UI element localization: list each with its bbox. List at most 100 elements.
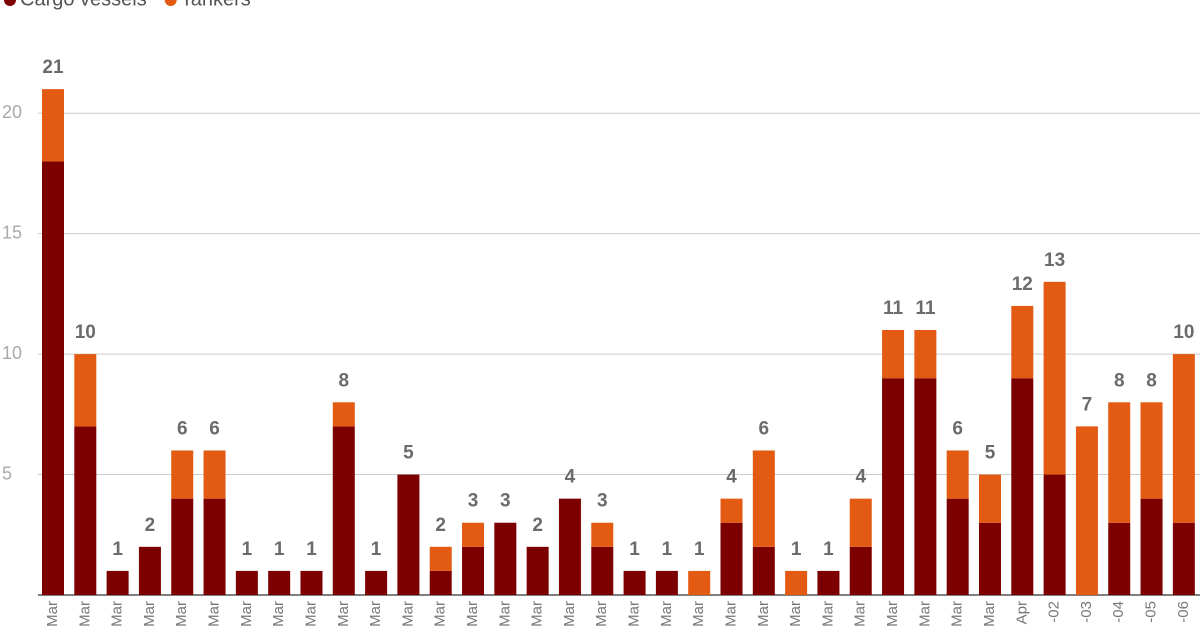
bar-segment	[591, 522, 614, 547]
value-label: 1	[306, 539, 317, 560]
value-label: 12	[1012, 274, 1033, 295]
bar-segment	[978, 522, 1001, 595]
value-label: 4	[855, 467, 866, 488]
x-tick-label: Mar	[238, 601, 255, 627]
bar-segment	[429, 570, 452, 595]
bar-segment	[526, 546, 549, 595]
legend-swatch	[164, 0, 177, 6]
x-tick-label: Mar	[949, 601, 966, 627]
x-tick-label: Mar	[496, 601, 513, 627]
x-tick-label: -03	[1078, 601, 1095, 623]
bar-segment	[1011, 378, 1034, 595]
value-label: 4	[565, 467, 576, 488]
x-tick-label: Mar	[787, 601, 804, 627]
bar-segment	[429, 546, 452, 571]
bar-segment	[74, 354, 97, 427]
value-label: 10	[75, 322, 96, 343]
bar-segment	[752, 450, 775, 547]
value-label: 3	[500, 491, 511, 512]
value-label: 1	[371, 539, 382, 560]
value-label: 6	[177, 418, 188, 439]
bar-segment	[203, 498, 226, 595]
bar-segment	[720, 498, 743, 523]
bar-segment	[914, 330, 937, 379]
bar-segment	[235, 570, 258, 595]
bar-segment	[882, 378, 905, 595]
x-tick-label: Mar	[76, 601, 93, 627]
bar-segment	[817, 570, 840, 595]
bar-segment	[365, 570, 388, 595]
y-tick-label: 15	[2, 222, 22, 242]
bar-segment	[849, 546, 872, 595]
y-tick-label: 5	[2, 463, 12, 483]
value-label: 1	[662, 539, 673, 560]
x-tick-label: Apr	[1013, 601, 1030, 624]
x-tick-label: Mar	[981, 601, 998, 627]
bar-segment	[623, 570, 646, 595]
value-label: 21	[42, 57, 64, 78]
bar-segment	[42, 89, 64, 162]
x-tick-label: Mar	[593, 601, 610, 627]
x-tick-label: Mar	[722, 601, 739, 627]
bar-segment	[397, 474, 420, 595]
bar-segment	[268, 570, 291, 595]
bar-segment	[1140, 402, 1163, 499]
bar-segment	[1108, 522, 1131, 595]
value-label: 13	[1044, 250, 1065, 271]
value-label: 6	[759, 418, 770, 439]
legend-label: Tankers	[181, 0, 251, 10]
value-label: 2	[532, 515, 543, 536]
bar-segment	[1172, 354, 1195, 523]
x-tick-label: Mar	[755, 601, 772, 627]
bar-segment	[978, 474, 1001, 523]
x-tick-label: -06	[1175, 601, 1192, 623]
bar-segment	[138, 546, 161, 595]
bar-segment	[688, 570, 711, 595]
value-label: 1	[694, 539, 705, 560]
bar-segment	[785, 570, 808, 595]
bar-segment	[300, 570, 323, 595]
bar-segment	[752, 546, 775, 595]
bar-segment	[171, 450, 194, 499]
bar-segment	[203, 450, 226, 499]
x-tick-label: Mar	[819, 601, 836, 627]
value-label: 3	[597, 491, 608, 512]
value-label: 8	[1114, 370, 1125, 391]
x-tick-label: Mar	[884, 601, 901, 627]
legend-label: Cargo vessels	[20, 0, 147, 10]
x-tick-label: -02	[1046, 601, 1063, 623]
x-tick-label: Mar	[302, 601, 319, 627]
bar-segment	[1075, 426, 1098, 595]
value-label: 11	[883, 298, 904, 319]
x-tick-label: Mar	[206, 601, 223, 627]
bar-segment	[1043, 474, 1066, 595]
value-label: 10	[1173, 322, 1194, 343]
x-tick-label: Mar	[432, 601, 449, 627]
value-label: 2	[435, 515, 446, 536]
bar-segment	[558, 498, 581, 595]
x-tick-label: Mar	[335, 601, 352, 627]
value-label: 1	[791, 539, 802, 560]
bar-segment	[720, 522, 743, 595]
value-label: 1	[629, 539, 640, 560]
bar-segment	[42, 161, 64, 595]
value-label: 5	[985, 443, 996, 464]
x-tick-label: Mar	[270, 601, 287, 627]
bar-segment	[914, 378, 937, 595]
bar-segment	[494, 522, 517, 595]
bar-segment	[1043, 281, 1066, 475]
bar-segment	[655, 570, 678, 595]
x-tick-label: Mar	[399, 601, 416, 627]
x-tick-label: -04	[1110, 601, 1127, 623]
bar-segment	[462, 546, 485, 595]
bar-segment	[171, 498, 194, 595]
bar-segment	[462, 522, 485, 547]
value-label: 8	[1146, 370, 1157, 391]
bar-segment	[1172, 522, 1195, 595]
x-tick-label: Mar	[464, 601, 481, 627]
value-label: 7	[1082, 394, 1093, 415]
value-label: 1	[823, 539, 834, 560]
x-tick-label: Mar	[658, 601, 675, 627]
value-label: 2	[145, 515, 156, 536]
